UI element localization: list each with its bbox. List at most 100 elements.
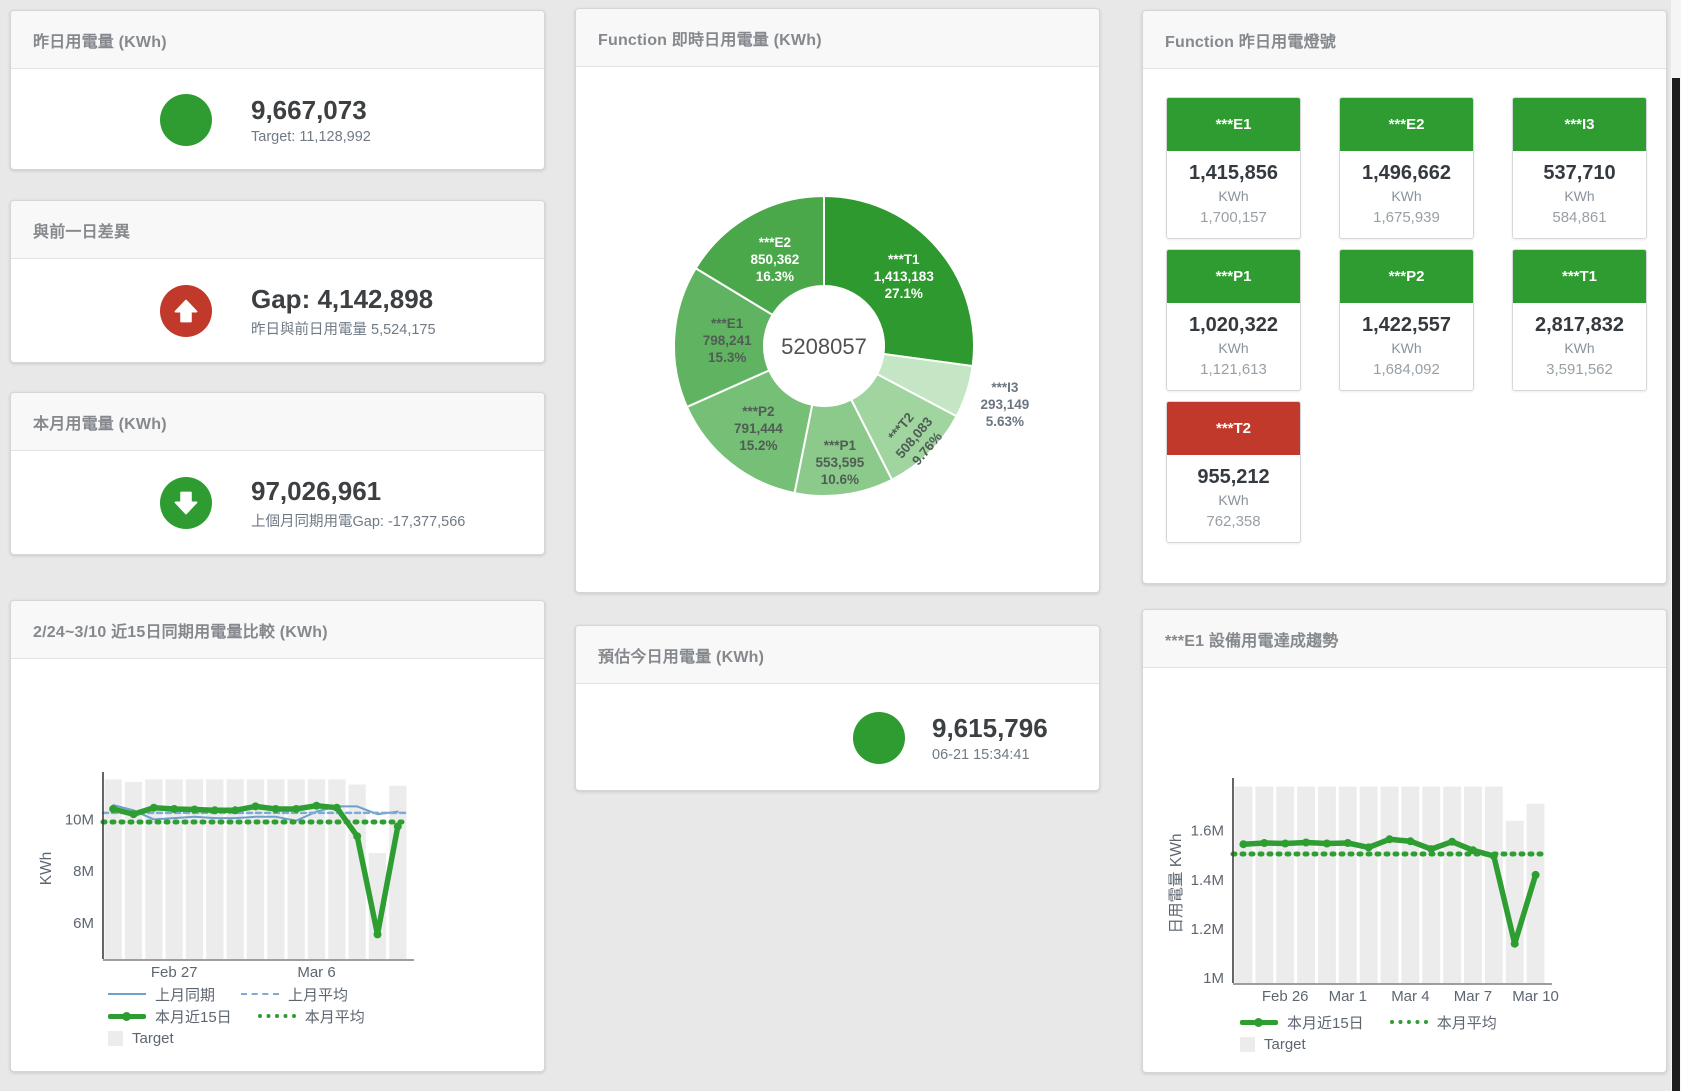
x-tick-label: Mar 7 (1454, 988, 1492, 1005)
target-bar[interactable] (1505, 820, 1524, 983)
target-bar[interactable] (206, 779, 224, 959)
target-bar[interactable] (185, 779, 204, 959)
target-bar[interactable] (1443, 786, 1462, 984)
panel-realtime-donut: Function 即時日用電量 (KWh) ***T1 1,413,183 27.1… (575, 8, 1100, 593)
target-bar[interactable] (1359, 786, 1378, 984)
data-point[interactable] (1281, 839, 1290, 848)
target-bar[interactable] (1464, 786, 1482, 984)
data-point[interactable] (149, 803, 158, 812)
target-bar[interactable] (1526, 803, 1545, 983)
target-bar[interactable] (1338, 786, 1357, 984)
target-bar[interactable] (124, 781, 143, 959)
data-point[interactable] (1364, 843, 1373, 852)
target-bar[interactable] (267, 779, 285, 959)
light-tile-7[interactable]: ***T2 955,212 KWh 762,358 (1166, 401, 1301, 543)
data-point[interactable] (210, 806, 219, 815)
data-point[interactable] (129, 810, 138, 819)
donut-slice-E1[interactable] (673, 266, 775, 409)
target-bar[interactable] (328, 779, 346, 959)
light-tile-2[interactable]: ***E2 1,496,662 KWh 1,675,939 (1339, 97, 1474, 239)
target-bar[interactable] (389, 785, 407, 959)
legend-swatch-dashed-icon (241, 993, 280, 995)
data-point[interactable] (332, 803, 341, 812)
data-point[interactable] (271, 805, 280, 813)
target-bar[interactable] (1484, 786, 1503, 984)
scrollbar-thumb[interactable] (1672, 78, 1680, 1091)
donut-chart[interactable]: ***T1 1,413,183 27.1% ***I3 293,149 5.63% ***T… (576, 67, 1101, 599)
light-tile-3[interactable]: ***I3 537,710 KWh 584,861 (1512, 97, 1647, 239)
target-bar[interactable] (1234, 786, 1253, 984)
target-bar[interactable] (1422, 786, 1441, 984)
data-point[interactable] (109, 805, 118, 813)
target-bar[interactable] (1401, 786, 1420, 984)
light-tile-6[interactable]: ***T1 2,817,832 KWh 3,591,562 (1512, 249, 1647, 391)
data-point[interactable] (353, 832, 362, 841)
target-bar[interactable] (246, 779, 265, 959)
donut-slice-T1[interactable] (823, 194, 975, 368)
light-tile-5[interactable]: ***P2 1,422,557 KWh 1,684,092 (1339, 249, 1474, 391)
data-point[interactable] (1322, 839, 1331, 848)
data-point[interactable] (1427, 845, 1436, 854)
panel-title: 2/24~3/10 近15日同期用電量比較 (KWh) (33, 623, 328, 641)
panel-title: Function 昨日用電燈號 (1165, 33, 1336, 51)
tile-value: 1,415,856 (1189, 162, 1278, 184)
legend-label: 上月平均 (288, 986, 349, 1004)
target-bar[interactable] (226, 779, 244, 959)
data-point[interactable] (1448, 837, 1457, 846)
data-point[interactable] (1239, 840, 1248, 849)
series-上月同期[interactable] (112, 804, 399, 822)
legend-item-本月近15日[interactable]: 本月近15日 (1240, 1012, 1364, 1033)
legend-item-本月平均[interactable]: 本月平均 (257, 1006, 365, 1027)
target-bar[interactable] (1318, 786, 1336, 984)
data-point[interactable] (1531, 870, 1540, 879)
tile-target-value: 1,700,157 (1200, 209, 1267, 226)
data-point[interactable] (1406, 837, 1415, 846)
y-axis-title: 日用電量 KWh (1168, 834, 1185, 934)
target-bar[interactable] (1380, 786, 1399, 984)
data-point[interactable] (1385, 835, 1394, 844)
tile-unit: KWh (1218, 188, 1249, 204)
data-point[interactable] (190, 805, 199, 814)
tile-label: ***E2 (1340, 98, 1473, 151)
data-point[interactable] (373, 930, 382, 939)
trend-line-chart[interactable]: 1M 1.2M 1.4M 1.6M Feb 26 Mar 1 Mar 4 Mar 7 Mar 1… (1143, 610, 1668, 1074)
comparison-line-chart[interactable]: 6M 8M 10M Feb 27 Mar 6 KWh 上月同期 上月平均 本月近15日 本月平均 T… (11, 601, 546, 1073)
legend-item-Target[interactable]: Target (1240, 1036, 1306, 1053)
data-point[interactable] (170, 805, 179, 813)
target-bar[interactable] (165, 779, 183, 959)
light-tile-1[interactable]: ***E1 1,415,856 KWh 1,700,157 (1166, 97, 1301, 239)
panel-e1-trend-chart: ***E1 設備用電達成趨勢 1M 1.2M 1.4M 1.6M Feb 26 Mar 1… (1142, 609, 1667, 1073)
y-tick-label: 1.4M (1191, 872, 1224, 889)
legend-item-上月平均[interactable]: 上月平均 (241, 984, 348, 1005)
data-point[interactable] (1343, 839, 1352, 847)
legend-item-本月平均[interactable]: 本月平均 (1389, 1012, 1497, 1033)
donut-slice-P2[interactable] (685, 369, 814, 495)
legend-item-Target[interactable]: Target (108, 1030, 174, 1047)
tile-target-value: 3,591,562 (1546, 361, 1613, 378)
target-bar[interactable] (368, 853, 387, 959)
legend-swatch-solid-icon (108, 993, 146, 995)
donut-slice-E2[interactable] (694, 194, 825, 317)
target-bar[interactable] (1255, 786, 1274, 984)
tile-value: 537,710 (1543, 162, 1616, 184)
data-point[interactable] (251, 802, 260, 811)
data-point[interactable] (1302, 838, 1310, 847)
legend-item-上月同期[interactable]: 上月同期 (108, 984, 215, 1005)
scrollbar-track (1671, 0, 1681, 1091)
stat-block: 97,026,961 上個月同期用電Gap: -17,377,566 (251, 476, 465, 531)
data-point[interactable] (312, 801, 321, 810)
legend-swatch-dotted-icon (1389, 1020, 1428, 1024)
data-point[interactable] (1260, 839, 1269, 847)
data-point[interactable] (231, 806, 240, 815)
legend-swatch-thick-icon (1240, 1017, 1278, 1027)
panel-body: 9,667,073 Target: 11,128,992 (11, 69, 544, 171)
target-bar[interactable] (1276, 786, 1295, 984)
tile-value: 1,422,557 (1362, 314, 1451, 336)
data-point[interactable] (292, 805, 301, 813)
donut-center-value: 5208057 (781, 334, 867, 359)
data-point[interactable] (1510, 939, 1519, 948)
light-tile-4[interactable]: ***P1 1,020,322 KWh 1,121,613 (1166, 249, 1301, 391)
target-bar[interactable] (104, 779, 122, 959)
target-bar[interactable] (1297, 786, 1315, 984)
legend-item-本月近15日[interactable]: 本月近15日 (108, 1006, 232, 1027)
